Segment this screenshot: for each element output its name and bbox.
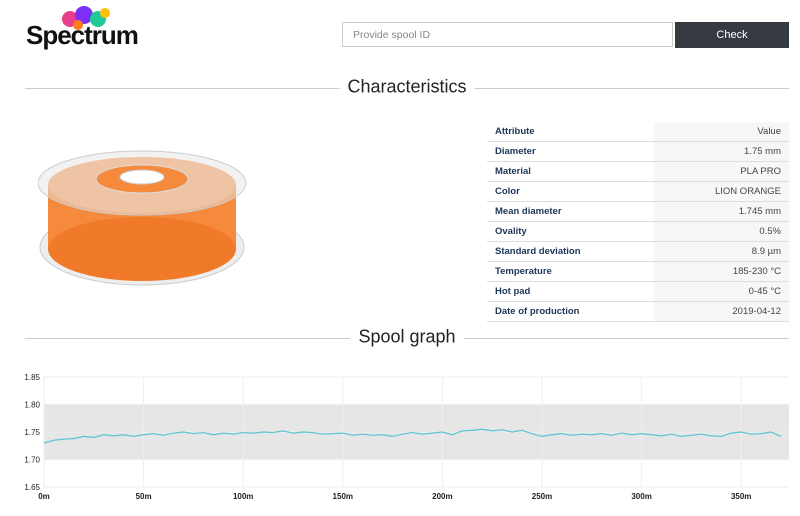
characteristics-table: Attribute Value Diameter 1.75 mm Material PLA… xyxy=(487,122,789,322)
table-row: Ovality 0.5% xyxy=(487,221,789,242)
table-cell: Hot pad xyxy=(487,281,655,302)
table-cell: 8.9 µm xyxy=(654,241,789,262)
table-row: Date of production 2019-04-12 xyxy=(487,301,789,322)
table-row: Temperature 185-230 °C xyxy=(487,261,789,282)
table-cell: 185-230 °C xyxy=(654,261,789,282)
table-row: Material PLA PRO xyxy=(487,161,789,182)
table-cell: Ovality xyxy=(487,221,655,242)
y-tick-label: 1.80 xyxy=(24,401,40,410)
table-row: Hot pad 0-45 °C xyxy=(487,281,789,302)
section-divider: Spool graph xyxy=(25,326,789,348)
section-divider: Characteristics xyxy=(25,76,789,98)
y-tick-label: 1.75 xyxy=(24,428,40,437)
y-tick-label: 1.85 xyxy=(24,373,40,382)
table-row: Diameter 1.75 mm xyxy=(487,141,789,162)
section-title: Spool graph xyxy=(350,326,464,348)
table-cell: 1.745 mm xyxy=(654,201,789,222)
table-cell: 0-45 °C xyxy=(654,281,789,302)
table-cell: Material xyxy=(487,161,655,182)
column-header: Attribute xyxy=(487,122,655,142)
table-row: Mean diameter 1.745 mm xyxy=(487,201,789,222)
spool-graph: 1.65 1.70 1.75 1.80 1.85 0m 50m 100m 150m 200m 250… xyxy=(24,373,789,501)
x-tick-label: 200m xyxy=(432,492,452,501)
data-line xyxy=(43,428,782,444)
x-tick-label: 150m xyxy=(333,492,353,501)
x-tick-label: 350m xyxy=(731,492,751,501)
table-row: Color LION ORANGE xyxy=(487,181,789,202)
y-tick-label: 1.70 xyxy=(24,456,40,465)
table-cell: Mean diameter xyxy=(487,201,655,222)
x-tick-label: 250m xyxy=(532,492,552,501)
table-cell: Color xyxy=(487,181,655,202)
table-cell: LION ORANGE xyxy=(654,181,789,202)
table-cell: 2019-04-12 xyxy=(654,301,789,322)
section-title: Characteristics xyxy=(339,76,475,98)
spool-id-input[interactable]: Provide spool ID xyxy=(342,22,673,47)
table-cell: PLA PRO xyxy=(654,161,789,182)
x-tick-label: 100m xyxy=(233,492,253,501)
table-cell: Temperature xyxy=(487,261,655,282)
table-cell: 0.5% xyxy=(654,221,789,242)
x-tick-label: 0m xyxy=(38,492,50,501)
table-row: Standard deviation 8.9 µm xyxy=(487,241,789,262)
y-tick-label: 1.65 xyxy=(24,483,40,492)
table-cell: Standard deviation xyxy=(487,241,655,262)
x-tick-label: 300m xyxy=(631,492,651,501)
column-header: Value xyxy=(654,122,789,142)
table-cell: Diameter xyxy=(487,141,655,162)
table-header: Attribute Value xyxy=(487,122,789,142)
table-cell: 1.75 mm xyxy=(654,141,789,162)
check-button[interactable]: Check xyxy=(675,22,789,48)
x-tick-label: 50m xyxy=(136,492,152,501)
logo-splash xyxy=(62,6,110,30)
table-cell: Date of production xyxy=(487,301,655,322)
spool-image xyxy=(38,150,247,286)
